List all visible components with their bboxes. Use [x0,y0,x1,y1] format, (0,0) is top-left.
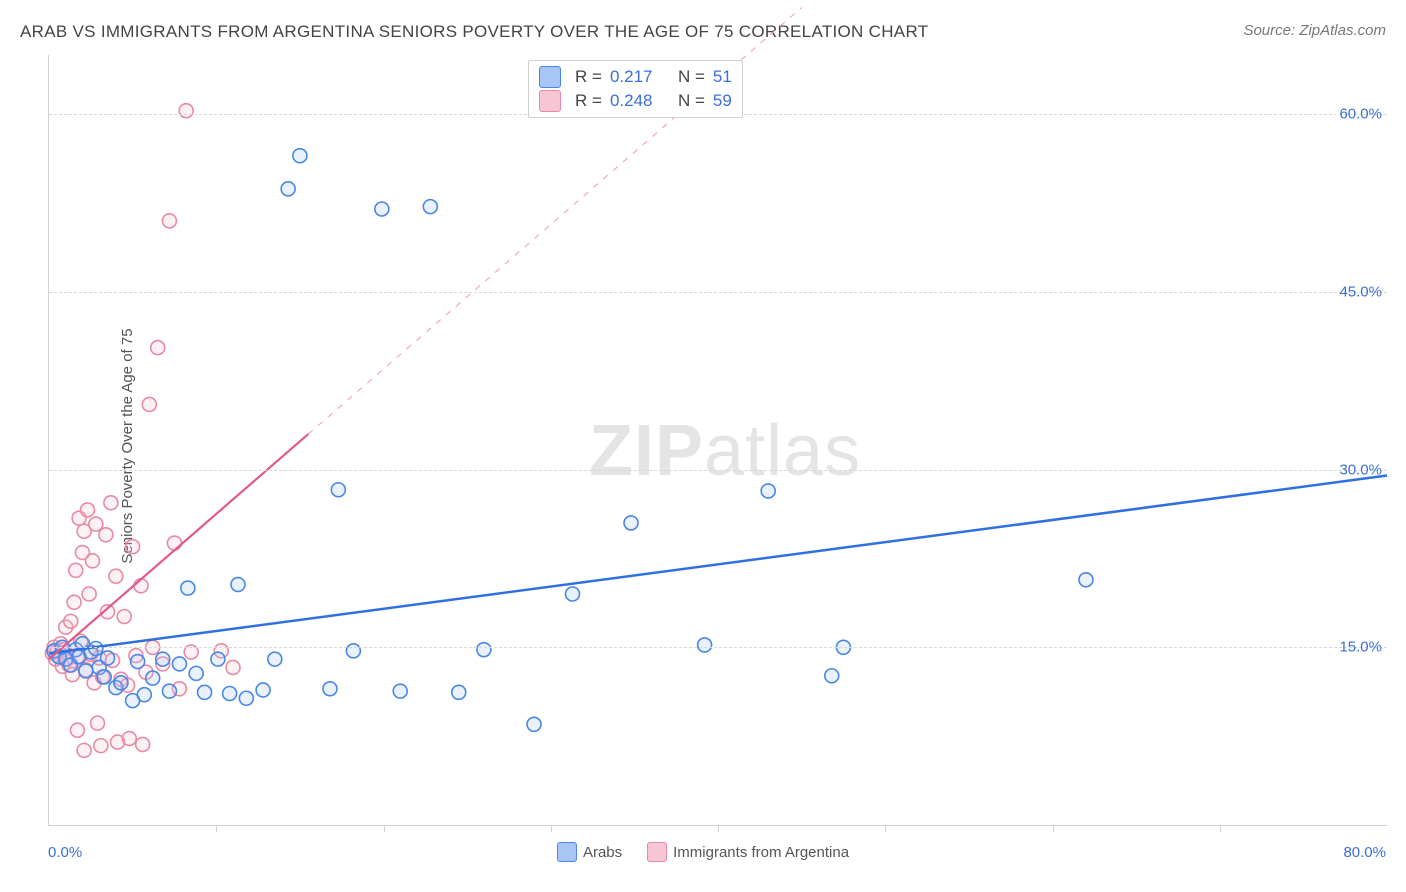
corr-row-arabs: R = 0.217 N = 51 [539,65,732,89]
scatter-svg [49,55,1387,825]
n-value-argentina: 59 [713,89,732,113]
x-tick [216,825,217,832]
gridline [49,647,1387,648]
swatch-pink-icon [647,842,667,862]
legend-label-argentina: Immigrants from Argentina [673,844,849,861]
x-end-label: 80.0% [1343,844,1386,861]
x-origin-label: 0.0% [48,844,82,861]
x-tick [384,825,385,832]
x-tick [551,825,552,832]
swatch-blue-icon [557,842,577,862]
n-label: N = [678,89,705,113]
plot-area: ZIPatlas 15.0%30.0%45.0%60.0% [48,55,1387,826]
corr-row-argentina: R = 0.248 N = 59 [539,89,732,113]
x-tick [1053,825,1054,832]
r-value-argentina: 0.248 [610,89,653,113]
x-tick [885,825,886,832]
legend-item-arabs: Arabs [557,842,622,862]
gridline [49,292,1387,293]
y-tick-label: 60.0% [1339,106,1382,123]
x-tick [1220,825,1221,832]
x-tick [718,825,719,832]
r-label: R = [575,65,602,89]
y-tick-label: 15.0% [1339,639,1382,656]
legend-item-argentina: Immigrants from Argentina [647,842,849,862]
source-label: Source: ZipAtlas.com [1243,22,1386,39]
chart-title: ARAB VS IMMIGRANTS FROM ARGENTINA SENIOR… [20,22,928,42]
gridline [49,470,1387,471]
n-label: N = [678,65,705,89]
y-tick-label: 30.0% [1339,461,1382,478]
swatch-pink-icon [539,90,561,112]
bottom-legend: Arabs Immigrants from Argentina [557,842,849,862]
swatch-blue-icon [539,66,561,88]
r-value-arabs: 0.217 [610,65,653,89]
n-value-arabs: 51 [713,65,732,89]
y-tick-label: 45.0% [1339,283,1382,300]
legend-label-arabs: Arabs [583,844,622,861]
r-label: R = [575,89,602,113]
correlation-legend-box: R = 0.217 N = 51 R = 0.248 N = 59 [528,60,743,118]
